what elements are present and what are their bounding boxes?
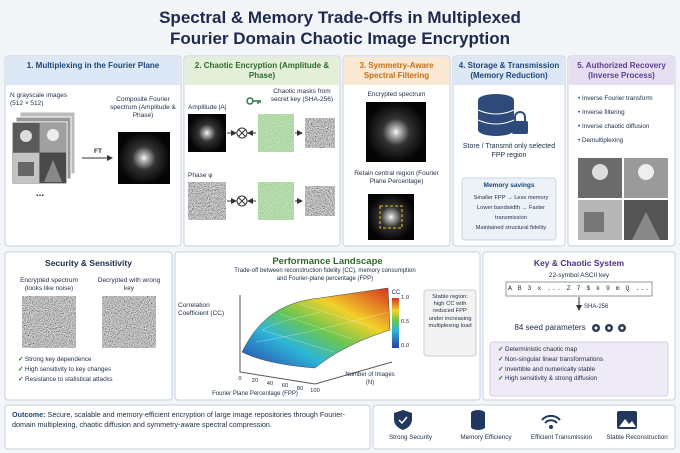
surface-plot	[239, 287, 399, 385]
panel-headers	[6, 57, 674, 85]
badge-label: Stable Reconstruction	[606, 434, 668, 441]
composite-spectrum	[118, 132, 170, 184]
label: SHA-256	[584, 304, 609, 310]
security-list: Strong key dependenceHigh sensitivity to…	[18, 355, 168, 384]
panel-heading: Performance Landscape	[272, 256, 383, 267]
title-line: Fourier Domain Chaotic Image Encryption	[169, 29, 511, 49]
badge-label: Strong Security	[388, 434, 433, 441]
note-box	[423, 289, 477, 357]
list-item: Inverse chaotic diffusion	[578, 120, 673, 134]
label: 22-symbol ASCII key	[548, 272, 610, 279]
label: Encrypted spectrum	[367, 91, 426, 98]
axis-label: Correlation Coefficient (CC)	[178, 302, 225, 318]
list-item: Invertible and numerically stable	[498, 365, 666, 375]
badge-label: Efficient Transmission	[530, 434, 593, 441]
recovered-images	[578, 158, 668, 240]
label: Phase φ	[188, 172, 213, 179]
title: Spectral & Memory Trade-Offs in Multiple…	[0, 7, 680, 50]
list-item: High sensitivity to key changes	[18, 365, 168, 375]
list-item: Inverse filtering	[578, 106, 673, 120]
list-item: Non-singular linear transformations	[498, 355, 666, 365]
encryption-diagram	[188, 97, 303, 207]
panel-heading: Key & Chaotic System	[533, 258, 625, 268]
x-tick-label: 0	[238, 376, 242, 382]
label: Store / Transmit only selected FPP regio…	[462, 143, 556, 159]
label: Encrypted spectrum (looks like noise)	[20, 277, 78, 293]
x-tick-label: 80	[296, 385, 304, 392]
list-item: Demultiplexing	[578, 134, 673, 148]
x-tick-label: 40	[266, 380, 274, 387]
label: Amplitude |A|	[188, 104, 227, 111]
steps-list: Inverse Fourier transformInverse filteri…	[578, 92, 673, 147]
savings-box	[461, 177, 557, 241]
label: Composite Fourier spectrum (Amplitude & …	[110, 96, 176, 120]
colorbar-tick-label: 0.5	[401, 319, 410, 325]
title-line: Spectral & Memory Trade-Offs in Multiple…	[159, 8, 521, 27]
list-item: Resistance to statistical attacks	[18, 375, 168, 385]
list-item: Maintained structural fidelity	[475, 224, 547, 231]
security-images	[22, 296, 156, 348]
input-images	[11, 111, 76, 185]
panel-heading: 1. Multiplexing in the Fourier Plane	[26, 61, 160, 70]
list-item: Deterministic chaotic map	[498, 345, 666, 355]
label: Chaotic masks from secret key (SHA-256)	[270, 88, 334, 104]
panel-heading: 5. Authorized Recovery (Inverse Process)	[577, 61, 666, 80]
label: Memory savings	[483, 182, 535, 189]
list-item: High sensitivity & strong diffusion	[498, 374, 666, 384]
panel-heading: Security & Sensitivity	[45, 258, 132, 268]
list-item: Smaller FPP → Less memory	[473, 195, 549, 201]
label: Retain central region (Fourier Plane Per…	[354, 170, 439, 186]
savings-list: Smaller FPP → Less memory Lower bandwidth…	[466, 194, 556, 234]
list-item: Strong key dependence	[18, 355, 168, 365]
filtering-diagram	[366, 102, 426, 240]
badge-label: Memory Efficiency	[460, 434, 512, 441]
subtitle: Trade-off between reconstruction fidelit…	[234, 268, 416, 282]
colorbar-tick-label: 1.0	[401, 295, 410, 301]
key-string: A B 3 x ... Z 7 $ k 9 m Q ...	[507, 285, 651, 292]
colorbar-tick-label: 0.0	[401, 343, 410, 349]
panel-heading: 2. Chaotic Encryption (Amplitude & Phase…	[194, 61, 330, 80]
panel-heading: 3. Symmetry-Aware Spectral Filtering	[359, 61, 434, 80]
properties-list: Deterministic chaotic mapNon-singular li…	[498, 345, 666, 384]
list-item: Inverse Fourier transform	[578, 92, 673, 106]
label: FT	[94, 148, 102, 155]
list-item: Lower bandwidth → Faster transmission	[477, 204, 545, 221]
x-tick-label: 20	[251, 378, 259, 385]
panel-heading: 4. Storage & Transmission (Memory Reduct…	[458, 61, 560, 80]
outcome-text: Secure, scalable and memory-efficient en…	[12, 410, 346, 430]
label: N grayscale images (512 × 512)	[10, 92, 68, 108]
axis-label: Fourier Plane Percentage (FPP)	[212, 391, 298, 397]
database-icon	[477, 94, 528, 136]
colorbar-label: CC	[391, 290, 401, 296]
outcome-label: Outcome:	[12, 410, 46, 419]
label: 84 seed parameters	[514, 323, 586, 332]
outcome: Outcome: Secure, scalable and memory-eff…	[12, 410, 364, 430]
badge-icons	[394, 410, 637, 430]
x-tick-label: 60	[281, 383, 289, 390]
note: Stable region: high CC with reduced FPP …	[428, 294, 472, 329]
ellipsis: ...	[35, 188, 45, 199]
axis-label: Number of Images (N)	[345, 372, 395, 386]
label: Decrypted with wrong key	[97, 277, 161, 293]
x-tick-label: 100	[310, 388, 320, 394]
